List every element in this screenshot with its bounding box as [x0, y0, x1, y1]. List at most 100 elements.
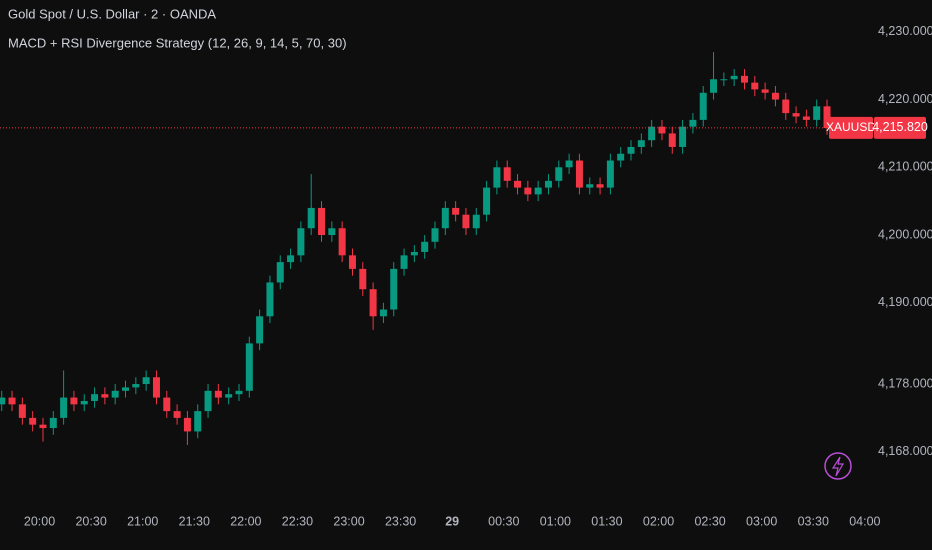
candle-body [214, 390, 222, 398]
candle-body [555, 167, 563, 181]
candle-body [245, 343, 253, 391]
candle-body [472, 214, 480, 229]
x-tick-label: 23:00 [333, 514, 364, 528]
y-tick-label: 4,190.000 [878, 295, 932, 309]
indicator-label: MACD + RSI Divergence Strategy (12, 26, … [8, 35, 347, 50]
candle-body [235, 390, 243, 395]
candle-body [606, 160, 614, 188]
candle-body [8, 397, 16, 405]
candle-body [122, 387, 130, 391]
x-tick-label: 22:30 [282, 514, 313, 528]
x-tick-label: 03:00 [746, 514, 777, 528]
candle-body [0, 397, 6, 405]
last-price-label: 4,215.820 [872, 120, 928, 134]
candle-body [565, 160, 573, 168]
candle-body [276, 262, 284, 283]
candle-body [627, 146, 635, 154]
candle-body [668, 133, 676, 147]
candle-body [204, 390, 212, 412]
candle-body [493, 167, 501, 188]
candle-body [225, 394, 233, 398]
candle-body [142, 377, 150, 385]
candle-body [452, 207, 460, 215]
candle-body [307, 207, 315, 229]
candle-body [462, 214, 470, 229]
candle-body [441, 207, 449, 229]
x-tick-label: 20:30 [75, 514, 106, 528]
x-tick-label: 23:30 [385, 514, 416, 528]
candle-body [287, 255, 295, 263]
candle-body [70, 397, 78, 405]
candle-body [782, 99, 790, 114]
chart-title: Gold Spot / U.S. Dollar · 2 · OANDA [8, 6, 216, 21]
candle-body [400, 255, 408, 269]
candle-body [410, 251, 418, 256]
candle-body [256, 316, 264, 344]
candle-body [266, 282, 274, 317]
symbol-badge [829, 116, 873, 139]
candle-body [503, 167, 511, 181]
candle-body [596, 184, 604, 188]
x-tick-label: 29 [445, 514, 459, 528]
x-tick-label: 21:30 [179, 514, 210, 528]
candle-body [751, 82, 759, 90]
candle-body [18, 404, 26, 418]
candle-body [823, 106, 831, 129]
candle-body [328, 228, 336, 236]
candle-body [617, 153, 625, 161]
x-tick-label: 02:30 [694, 514, 725, 528]
x-tick-label: 02:00 [643, 514, 674, 528]
candle-body [173, 411, 181, 418]
candle-body [586, 184, 594, 188]
candle-body [802, 116, 810, 120]
candle-body [792, 113, 800, 117]
x-tick-label: 01:00 [540, 514, 571, 528]
candle-body [318, 207, 326, 236]
lightning-icon [824, 452, 852, 480]
candle-body [132, 384, 140, 388]
candle-body [534, 187, 542, 195]
candle-body [740, 75, 748, 83]
candle-body [648, 126, 656, 141]
candle-body [730, 75, 738, 80]
symbol-label: XAUUSD [826, 120, 876, 134]
x-tick-label: 21:00 [127, 514, 158, 528]
y-tick-label: 4,200.000 [878, 227, 932, 241]
candle-body [80, 400, 88, 405]
candle-body [637, 140, 645, 147]
candle-body [431, 228, 439, 242]
candle-body [369, 289, 377, 317]
candle-body [194, 411, 202, 432]
candle-body [379, 309, 387, 317]
y-tick-label: 4,220.000 [878, 92, 932, 106]
candle-body [390, 268, 398, 310]
candle-body [359, 268, 367, 290]
candle-body [710, 79, 718, 93]
x-tick-label: 04:00 [849, 514, 880, 528]
candle-body [29, 417, 37, 425]
candle-body [771, 92, 779, 100]
candle-body [689, 119, 697, 127]
candle-body [338, 228, 346, 256]
candle-body [111, 390, 119, 398]
candle-body [544, 180, 552, 188]
x-tick-label: 22:00 [230, 514, 261, 528]
x-tick-label: 00:30 [488, 514, 519, 528]
candle-body [297, 228, 305, 256]
candle-body [514, 180, 522, 188]
x-tick-label: 03:30 [798, 514, 829, 528]
candle-body [720, 79, 728, 81]
candle-body [658, 126, 666, 134]
candle-body [39, 424, 47, 429]
candle-body [421, 241, 429, 252]
candle-body [524, 187, 532, 195]
candle-body [483, 187, 491, 215]
candle-body [761, 89, 769, 93]
candle-body [152, 377, 160, 398]
candle-body [575, 160, 583, 188]
candle-body [49, 417, 57, 429]
y-tick-label: 4,168.000 [878, 444, 932, 458]
y-tick-label: 4,230.000 [878, 24, 932, 38]
candle-body [813, 106, 821, 120]
